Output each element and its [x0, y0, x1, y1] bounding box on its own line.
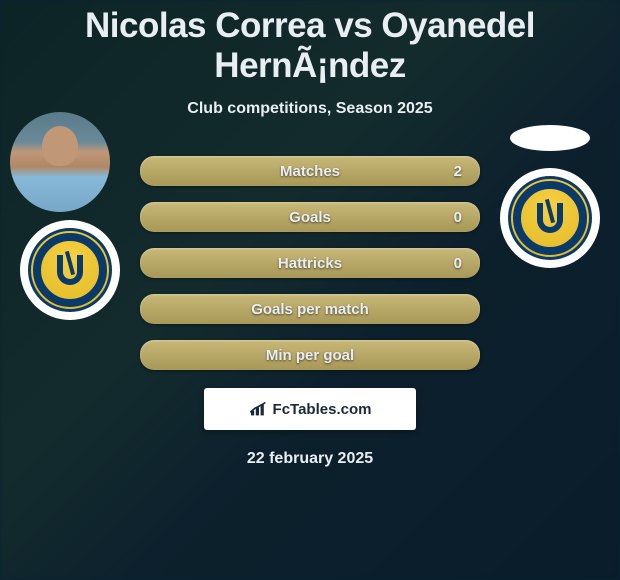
fctables-label: FcTables.com — [273, 401, 372, 418]
stat-value: 0 — [454, 209, 462, 226]
stat-value: 0 — [454, 255, 462, 272]
stat-label: Min per goal — [266, 347, 354, 364]
club-logo-right — [500, 168, 600, 268]
stat-bar-min-per-goal: Min per goal — [140, 340, 480, 370]
player-photo-right-placeholder — [510, 125, 590, 151]
deportivo-badge-icon — [508, 176, 592, 260]
stat-label: Goals per match — [251, 301, 369, 318]
stat-bar-goals-per-match: Goals per match — [140, 294, 480, 324]
page-title: Nicolas Correa vs Oyanedel HernÃ¡ndez — [0, 6, 620, 86]
stat-bar-hattricks: Hattricks 0 — [140, 248, 480, 278]
stat-label: Matches — [280, 163, 340, 180]
bar-chart-icon — [249, 401, 269, 417]
stat-bar-matches: Matches 2 — [140, 156, 480, 186]
player-silhouette-icon — [10, 112, 110, 212]
stat-label: Hattricks — [278, 255, 342, 272]
stat-value: 2 — [454, 163, 462, 180]
deportivo-badge-icon — [28, 228, 112, 312]
club-logo-left — [20, 220, 120, 320]
player-photo-left — [10, 112, 110, 212]
subtitle: Club competitions, Season 2025 — [187, 100, 432, 118]
stat-label: Goals — [289, 209, 331, 226]
fctables-watermark: FcTables.com — [204, 388, 416, 430]
date-text: 22 february 2025 — [247, 450, 373, 468]
stat-bar-goals: Goals 0 — [140, 202, 480, 232]
